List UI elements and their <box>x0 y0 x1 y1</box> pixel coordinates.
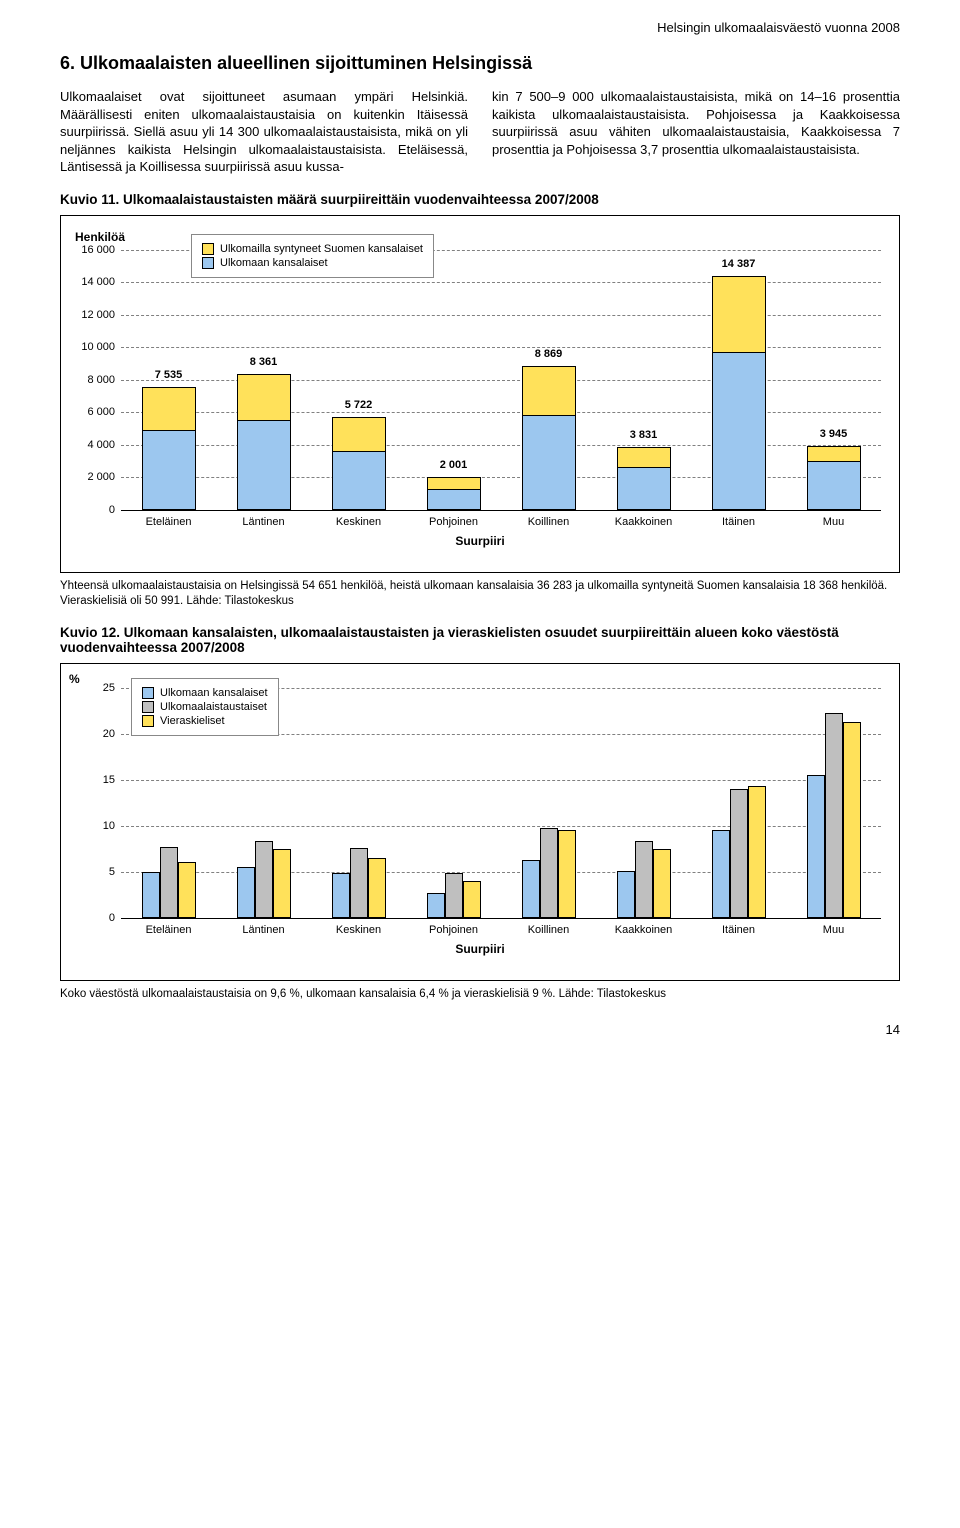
legend-label: Ulkomaalaistaustaiset <box>160 701 267 713</box>
chart1-legend: Ulkomailla syntyneet Suomen kansalaiset … <box>191 234 434 278</box>
legend-swatch-icon <box>142 715 154 727</box>
chart2-xtitle: Suurpiiri <box>75 942 885 956</box>
chart1-xlabels: EteläinenLäntinenKeskinenPohjoinenKoilli… <box>121 516 881 528</box>
legend-swatch-icon <box>142 687 154 699</box>
page-number: 14 <box>60 1022 900 1037</box>
legend-swatch-icon <box>202 257 214 269</box>
legend-swatch-icon <box>202 243 214 255</box>
chart1-xtitle: Suurpiiri <box>75 534 885 548</box>
legend-swatch-icon <box>142 701 154 713</box>
section-title: 6. Ulkomaalaisten alueellinen sijoittumi… <box>60 53 900 74</box>
legend-row: Ulkomaan kansalaiset <box>202 257 423 269</box>
chart2-legend: Ulkomaan kansalaiset Ulkomaalaistaustais… <box>131 678 279 736</box>
legend-label: Ulkomaan kansalaiset <box>160 687 268 699</box>
body-col-left: Ulkomaalaiset ovat sijoittuneet asumaan … <box>60 88 468 176</box>
body-columns: Ulkomaalaiset ovat sijoittuneet asumaan … <box>60 88 900 176</box>
chart1-container: Henkilöä 02 0004 0006 0008 00010 00012 0… <box>60 215 900 573</box>
chart2-xlabels: EteläinenLäntinenKeskinenPohjoinenKoilli… <box>121 924 881 936</box>
legend-row: Ulkomaan kansalaiset <box>142 687 268 699</box>
chart1-title: Kuvio 11. Ulkomaalaistaustaisten määrä s… <box>60 192 900 207</box>
chart2-footnote: Koko väestöstä ulkomaalaistaustaisia on … <box>60 987 900 1002</box>
legend-row: Vieraskieliset <box>142 715 268 727</box>
chart1-footnote: Yhteensä ulkomaalaistaustaisia on Helsin… <box>60 579 900 609</box>
legend-label: Vieraskieliset <box>160 715 225 727</box>
legend-row: Ulkomailla syntyneet Suomen kansalaiset <box>202 243 423 255</box>
legend-label: Ulkomailla syntyneet Suomen kansalaiset <box>220 243 423 255</box>
chart2-container: % 0510152025 EteläinenLäntinenKeskinenPo… <box>60 663 900 981</box>
chart1-plot: 02 0004 0006 0008 00010 00012 00014 0001… <box>121 250 881 510</box>
legend-label: Ulkomaan kansalaiset <box>220 257 328 269</box>
chart2-title: Kuvio 12. Ulkomaan kansalaisten, ulkomaa… <box>60 625 900 655</box>
page-header: Helsingin ulkomaalaisväestö vuonna 2008 <box>60 20 900 35</box>
body-col-right: kin 7 500–9 000 ulkomaalaistaustaisista,… <box>492 88 900 176</box>
legend-row: Ulkomaalaistaustaiset <box>142 701 268 713</box>
